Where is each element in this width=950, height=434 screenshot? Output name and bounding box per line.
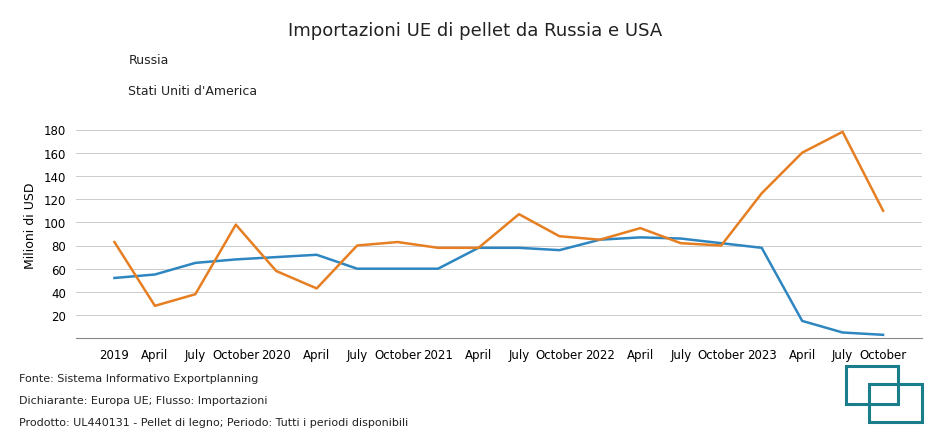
Stati Uniti d'America: [837, 130, 848, 135]
Stati Uniti d'America: [432, 246, 444, 251]
Russia: [271, 255, 282, 260]
Stati Uniti d'America: [675, 241, 687, 246]
Russia: [230, 257, 241, 263]
Text: Dichiarante: Europa UE; Flusso: Importazioni: Dichiarante: Europa UE; Flusso: Importaz…: [19, 395, 268, 405]
Stati Uniti d'America: [756, 191, 768, 197]
Russia: [392, 266, 404, 272]
Stati Uniti d'America: [108, 240, 120, 245]
Russia: [715, 241, 727, 246]
Russia: [473, 246, 485, 251]
Stati Uniti d'America: [230, 223, 241, 228]
Russia: [190, 261, 201, 266]
Stati Uniti d'America: [311, 286, 322, 291]
Stati Uniti d'America: [473, 246, 485, 251]
Text: Stati Uniti d'America: Stati Uniti d'America: [128, 85, 257, 98]
Bar: [869, 384, 922, 422]
Line: Russia: Russia: [114, 238, 884, 335]
Stati Uniti d'America: [715, 243, 727, 249]
Bar: [846, 366, 898, 404]
Line: Stati Uniti d'America: Stati Uniti d'America: [114, 132, 884, 306]
Stati Uniti d'America: [513, 212, 524, 217]
Text: Fonte: Sistema Informativo Exportplanning: Fonte: Sistema Informativo Exportplannin…: [19, 373, 258, 383]
Russia: [796, 319, 808, 324]
Russia: [149, 272, 161, 277]
Stati Uniti d'America: [594, 237, 605, 243]
Stati Uniti d'America: [271, 269, 282, 274]
Russia: [108, 276, 120, 281]
Stati Uniti d'America: [392, 240, 404, 245]
Russia: [878, 332, 889, 338]
Text: Importazioni UE di pellet da Russia e USA: Importazioni UE di pellet da Russia e US…: [288, 22, 662, 39]
Text: Russia: Russia: [128, 54, 169, 67]
Russia: [554, 248, 565, 253]
Russia: [635, 235, 646, 240]
Stati Uniti d'America: [796, 151, 808, 156]
Stati Uniti d'America: [149, 303, 161, 309]
Stati Uniti d'America: [190, 292, 201, 297]
Russia: [432, 266, 444, 272]
Russia: [837, 330, 848, 335]
Text: Prodotto: UL440131 - Pellet di legno; Periodo: Tutti i periodi disponibili: Prodotto: UL440131 - Pellet di legno; Pe…: [19, 417, 408, 427]
Russia: [311, 253, 322, 258]
Stati Uniti d'America: [878, 209, 889, 214]
Russia: [756, 246, 768, 251]
Stati Uniti d'America: [554, 234, 565, 239]
Y-axis label: Milioni di USD: Milioni di USD: [24, 183, 37, 269]
Stati Uniti d'America: [635, 226, 646, 231]
Russia: [513, 246, 524, 251]
Stati Uniti d'America: [352, 243, 363, 249]
Russia: [352, 266, 363, 272]
Russia: [675, 237, 687, 242]
Russia: [594, 237, 605, 243]
